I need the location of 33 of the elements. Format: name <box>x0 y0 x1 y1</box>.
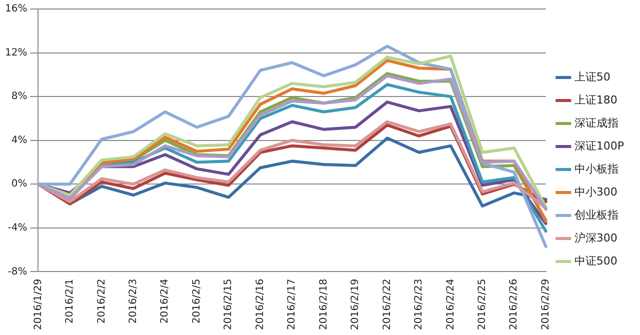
x-tick-label: 2016/2/17 <box>286 278 298 330</box>
y-tick-label: 8% <box>11 91 28 102</box>
legend-label: 创业板指 <box>574 208 618 222</box>
legend-label: 深证100P <box>574 139 624 152</box>
legend-label: 上证50 <box>574 70 610 84</box>
x-tick-label: 2016/2/15 <box>223 278 234 330</box>
x-tick-label: 2016/2/18 <box>318 278 330 330</box>
x-tick-label: 2016/2/19 <box>350 278 362 330</box>
x-tick-label: 2016/2/5 <box>191 278 202 324</box>
x-tick-label: 2016/2/1 <box>64 278 76 324</box>
x-tick-label: 2016/2/26 <box>508 278 520 330</box>
y-tick-label: 4% <box>11 134 28 146</box>
x-tick-label: 2016/2/23 <box>414 278 425 330</box>
x-tick-label: 2016/2/25 <box>477 278 488 330</box>
x-tick-label: 2016/1/29 <box>32 278 44 330</box>
legend-label: 中小板指 <box>574 162 618 176</box>
x-tick-label: 2016/2/2 <box>96 278 108 324</box>
legend-label: 上证180 <box>574 93 618 106</box>
y-tick-label: 16% <box>4 4 28 15</box>
x-tick-label: 2016/2/16 <box>254 278 266 330</box>
y-tick-label: -8% <box>8 266 28 278</box>
y-tick-label: -4% <box>8 222 28 234</box>
x-tick-label: 2016/2/24 <box>445 278 456 330</box>
legend-label: 中证500 <box>574 254 618 268</box>
legend-label: 沪深300 <box>574 231 618 244</box>
legend-label: 深证成指 <box>574 116 618 130</box>
x-tick-label: 2016/2/3 <box>128 278 140 324</box>
x-tick-label: 2016/2/29 <box>540 278 552 330</box>
legend-label: 中小300 <box>574 185 618 198</box>
y-tick-label: 0% <box>11 178 28 190</box>
y-tick-label: 12% <box>4 47 28 58</box>
x-tick-label: 2016/2/22 <box>382 278 393 330</box>
x-tick-label: 2016/2/4 <box>160 278 171 324</box>
